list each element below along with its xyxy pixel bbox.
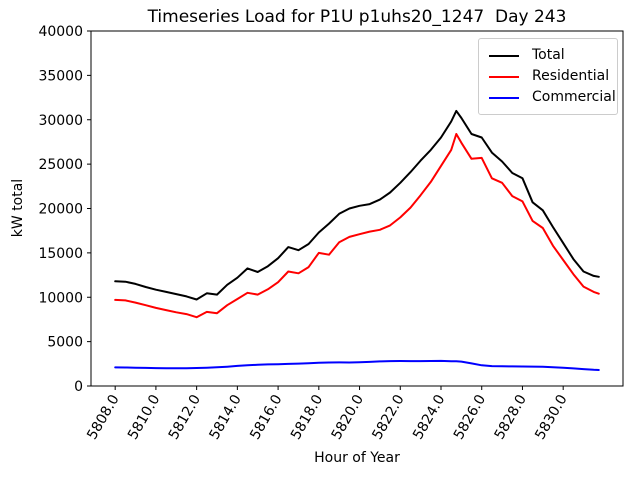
series-line-commercial [114, 359, 600, 371]
legend-line-sample-commercial [489, 96, 519, 99]
x-tick-label: 5814.0 [206, 392, 244, 442]
x-tick-label: 5830.0 [532, 392, 570, 442]
x-tick-label: 5812.0 [166, 392, 204, 442]
y-tick-label: 20000 [38, 202, 83, 218]
x-tick-label: 5824.0 [410, 392, 448, 442]
legend-label-commercial: Commercial [532, 89, 616, 105]
x-axis-label: Hour of Year [314, 450, 400, 466]
legend-line-sample-total [489, 54, 519, 57]
y-tick-label: 30000 [38, 113, 83, 129]
x-tick-label: 5822.0 [369, 392, 407, 442]
legend-line-sample-residential [489, 75, 519, 78]
x-tick-label: 5808.0 [84, 392, 122, 442]
y-tick-label: 40000 [38, 24, 83, 40]
series-line-residential [114, 133, 600, 319]
y-tick-label: 0 [74, 379, 83, 395]
y-tick-label: 15000 [38, 246, 83, 262]
y-tick-label: 25000 [38, 157, 83, 173]
legend-label-residential: Residential [532, 68, 610, 84]
legend-item-residential: Residential [489, 66, 610, 87]
chart-title: Timeseries Load for P1U p1uhs20_1247 Day… [147, 7, 567, 27]
y-tick-label: 10000 [38, 290, 83, 306]
y-tick-label: 35000 [38, 68, 83, 84]
x-tick-label: 5810.0 [125, 392, 163, 442]
x-tick-label: 5818.0 [288, 392, 326, 442]
legend-item-commercial: Commercial [489, 87, 616, 108]
legend-item-total: Total [489, 45, 607, 66]
x-tick-label: 5826.0 [451, 392, 489, 442]
x-tick-label: 5828.0 [492, 392, 530, 442]
x-tick-label: 5816.0 [247, 392, 285, 442]
legend-label-total: Total [532, 47, 565, 63]
x-tick-label: 5820.0 [329, 392, 367, 442]
legend: Total Residential Commercial [478, 38, 618, 115]
y-tick-label: 5000 [47, 335, 83, 351]
series-line-total [114, 109, 600, 301]
